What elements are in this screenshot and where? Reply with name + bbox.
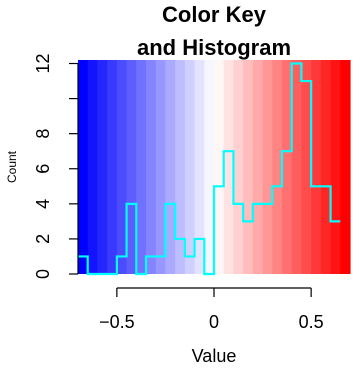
color-key-stripe — [97, 60, 108, 274]
histogram-series — [78, 62, 341, 276]
color-key-stripe — [146, 60, 157, 274]
y-tick-label: 4 — [33, 199, 53, 209]
y-tick-label: 6 — [33, 164, 53, 174]
color-key-stripe — [214, 60, 225, 274]
color-key-stripe — [126, 60, 137, 274]
color-key-stripe — [301, 60, 312, 274]
y-axis: 0 2 4 6 8 12 — [33, 53, 78, 279]
color-key-stripe — [330, 60, 341, 274]
chart-title: Color Key and Histogram — [137, 2, 291, 60]
y-tick-label: 8 — [33, 129, 53, 139]
color-key-stripe — [184, 60, 196, 274]
x-axis: −0.5 0 0.5 — [99, 288, 324, 332]
color-key-stripe — [155, 60, 167, 274]
color-key-stripe — [223, 60, 235, 274]
color-key-stripe — [272, 60, 283, 274]
color-key-stripe — [291, 60, 303, 274]
color-key-stripe — [175, 60, 186, 274]
x-tick-label: −0.5 — [99, 312, 135, 332]
x-axis-label: Value — [192, 346, 237, 366]
color-key-stripe — [233, 60, 244, 274]
color-key-stripe — [136, 60, 147, 274]
x-tick-label: 0 — [209, 312, 219, 332]
y-tick-label: 2 — [33, 234, 53, 244]
color-key-stripe — [165, 60, 176, 274]
y-tick-label: 0 — [33, 269, 53, 279]
color-key-stripe — [87, 60, 99, 274]
color-key-stripe — [204, 60, 215, 274]
color-key-stripe — [340, 60, 351, 274]
histogram-line — [78, 62, 341, 276]
color-key-stripe — [252, 60, 264, 274]
color-key-stripe — [311, 60, 322, 274]
y-tick-label: 12 — [33, 53, 53, 73]
y-axis-label: Count — [5, 150, 19, 183]
color-key-stripe — [116, 60, 128, 274]
chart-title-line-2: and Histogram — [137, 35, 291, 60]
color-key-stripe — [320, 60, 332, 274]
color-key-stripe — [78, 60, 89, 274]
x-tick-label: 0.5 — [299, 312, 324, 332]
color-key-stripe — [262, 60, 273, 274]
color-key-gradient — [78, 60, 351, 274]
color-key-stripe — [194, 60, 205, 274]
color-key-stripe — [282, 60, 293, 274]
color-key-stripe — [243, 60, 254, 274]
chart-title-line-1: Color Key — [162, 2, 267, 27]
color-key-stripe — [107, 60, 118, 274]
